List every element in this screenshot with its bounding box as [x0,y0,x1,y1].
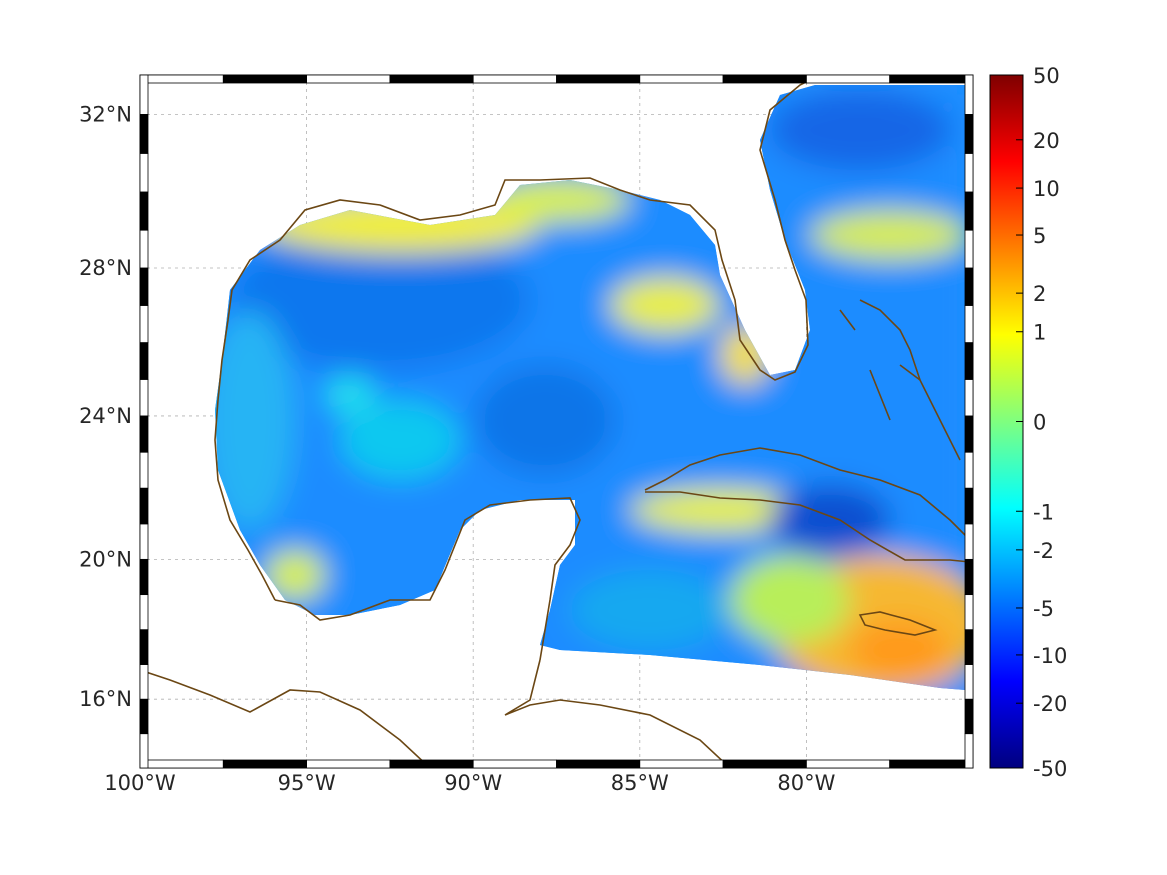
colorbar-tick-label: -1 [1033,500,1054,524]
lat-tick-label: 28°N [79,256,132,280]
colorbar-tick-label: 20 [1033,129,1060,153]
colorbar-tick-label: 10 [1033,177,1060,201]
frame-segment-right [964,415,974,453]
frame-segment-right [964,523,974,560]
frame-segment-left [139,305,149,343]
latitude-tick-labels: 32°N 28°N 24°N 20°N 16°N [79,102,132,711]
frame-segment-right [964,558,974,596]
bahamas-islands-line [839,309,921,421]
frame-segment-top [639,74,724,84]
frame-segment-top [806,74,891,84]
frame-segment-left [139,267,149,306]
yucatan-east-coast-line [504,659,731,768]
frame-segment-right [964,733,974,769]
frame-segment-left [139,629,149,665]
frame-segment-right [964,74,974,115]
colorbar-tick-label: 0 [1033,411,1046,435]
frame-segment-right [964,191,974,231]
frame-segment-bottom [389,759,474,769]
lat-tick-label: 16°N [79,687,132,711]
frame-segment-top [222,74,308,84]
frame-segment-right [964,267,974,306]
frame-segment-top [722,74,807,84]
colorbar-tick-label: -5 [1033,597,1054,621]
coastlines [140,75,971,768]
frame-segment-right [964,629,974,665]
graticule-frame [139,74,974,769]
frame-segment-left [139,487,149,525]
bahamas-coast-line [859,299,961,461]
colorbar-tick-label: -20 [1033,692,1067,716]
cuba-south-coast-line [645,491,971,563]
frame-segment-left [139,379,149,417]
colorbar-tick-label: 5 [1033,224,1046,248]
frame-segment-top [472,74,557,84]
mexico-coast-line [274,497,581,661]
colorbar-tick-label: 50 [1033,64,1060,88]
frame-segment-bottom [806,759,891,769]
colorbar-tick-label: -50 [1033,757,1067,781]
frame-segment-right [964,451,974,489]
frame-segment-left [139,664,149,700]
frame-segment-left [139,74,149,115]
frame-segment-top [306,74,391,84]
lon-tick-label: 90°W [444,771,502,795]
frame-segment-right [964,229,974,269]
longitude-tick-labels: 100°W 95°W 90°W 85°W 80°W [104,771,835,795]
frame-segment-right [964,114,974,154]
frame-segment-left [139,451,149,489]
lat-tick-label: 20°N [79,547,132,571]
frame-segment-top [556,74,641,84]
gulf-coast-line [214,75,821,601]
frame-segment-right [964,342,974,380]
frame-segment-left [139,152,149,193]
frame-segment-left [139,558,149,596]
frame-segment-left [139,733,149,769]
cuba-coast-line [644,447,971,541]
colorbar-tick-label: 1 [1033,321,1046,345]
frame-segment-bottom [306,759,391,769]
frame-segment-right [964,698,974,735]
frame-segment-bottom [639,759,724,769]
frame-segment-bottom [556,759,641,769]
frame-segment-bottom [472,759,557,769]
frame-segment-left [139,229,149,269]
colorbar-tick-label: -2 [1033,539,1054,563]
frame-segment-left [139,114,149,154]
lon-tick-label: 95°W [278,771,336,795]
frame-segment-right [964,664,974,700]
lon-tick-label: 100°W [104,771,176,795]
frame-segment-bottom [139,759,224,769]
lat-tick-label: 24°N [79,404,132,428]
frame-segment-right [964,594,974,631]
lon-tick-label: 80°W [777,771,835,795]
jamaica-coast-line [858,611,938,636]
frame-segment-right [964,305,974,343]
frame-segment-bottom [889,759,974,769]
frame-segment-top [389,74,474,84]
frame-segment-left [139,594,149,631]
frame-segment-top [139,74,224,84]
lon-tick-label: 85°W [611,771,669,795]
frame-segment-left [139,698,149,735]
frame-segment-top [889,74,974,84]
frame-segment-bottom [222,759,308,769]
frame-segment-right [964,152,974,193]
frame-segment-left [139,523,149,560]
frame-segment-left [139,415,149,453]
frame-segment-left [139,191,149,231]
colorbar-tick-label: -10 [1033,644,1067,668]
frame-segment-left [139,342,149,380]
lat-tick-label: 32°N [79,102,132,126]
frame-segment-right [964,487,974,525]
sea-level-field [215,85,965,690]
frame-segment-bottom [722,759,807,769]
frame-segment-right [964,379,974,417]
colorbar-tick-label: 2 [1033,282,1046,306]
central-america-coast-line [140,669,431,768]
